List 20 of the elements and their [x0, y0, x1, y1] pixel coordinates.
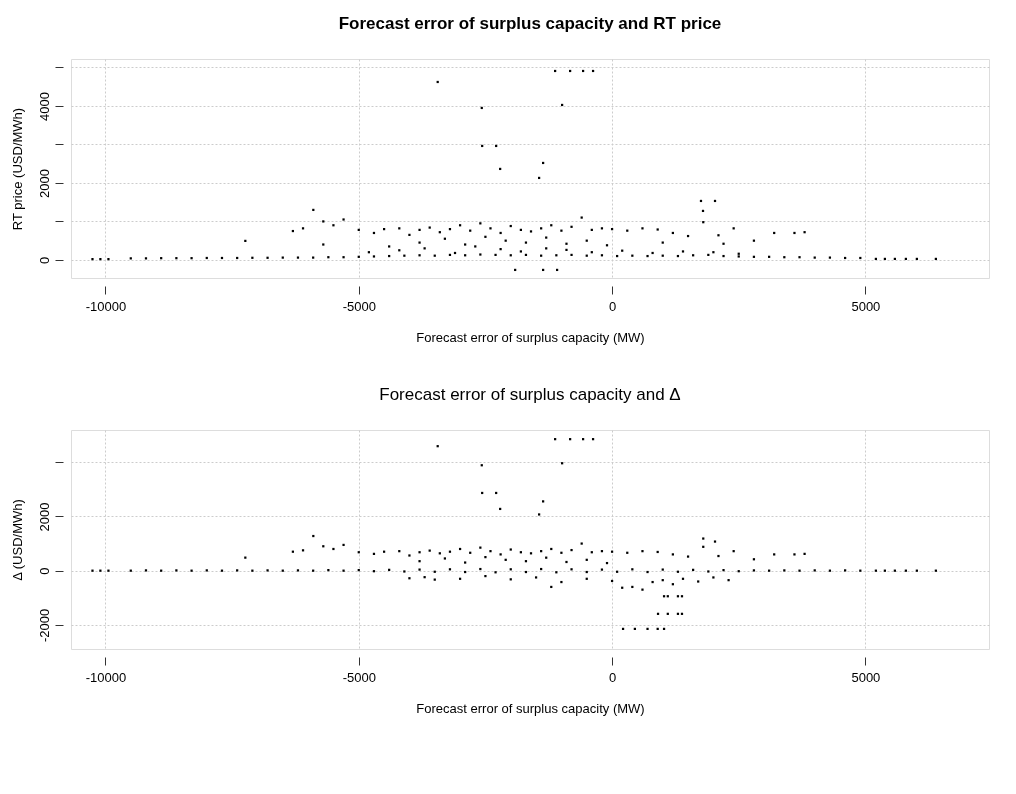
x-tick-label: 0	[608, 669, 617, 685]
x-tick-label: 0	[608, 298, 617, 314]
x-axis-title: Forecast error of surplus capacity (MW)	[416, 700, 645, 716]
chart-title: Forecast error of surplus capacity and RT price	[338, 14, 722, 33]
chart-title: Forecast error of surplus capacity and Δ	[379, 385, 681, 404]
x-tick-label: -5000	[342, 669, 376, 685]
y-tick-label: 4000	[36, 92, 52, 121]
y-tick-label: 0	[36, 567, 52, 575]
x-tick-label: -5000	[342, 298, 376, 314]
x-tick-label: -10000	[85, 669, 127, 685]
y-tick-label: 0	[36, 256, 52, 265]
x-tick-label: 5000	[851, 669, 881, 685]
y-axis-title: Δ (USD/MWh)	[9, 499, 25, 581]
y-tick-label: 2000	[36, 502, 52, 532]
x-tick-label: 5000	[851, 298, 881, 314]
y-tick-label: -2000	[36, 608, 52, 642]
x-tick-label: -10000	[85, 298, 127, 314]
y-tick-label: 2000	[36, 168, 52, 198]
y-axis-title: RT price (USD/MWh)	[9, 107, 25, 231]
x-axis-title: Forecast error of surplus capacity (MW)	[416, 329, 645, 345]
